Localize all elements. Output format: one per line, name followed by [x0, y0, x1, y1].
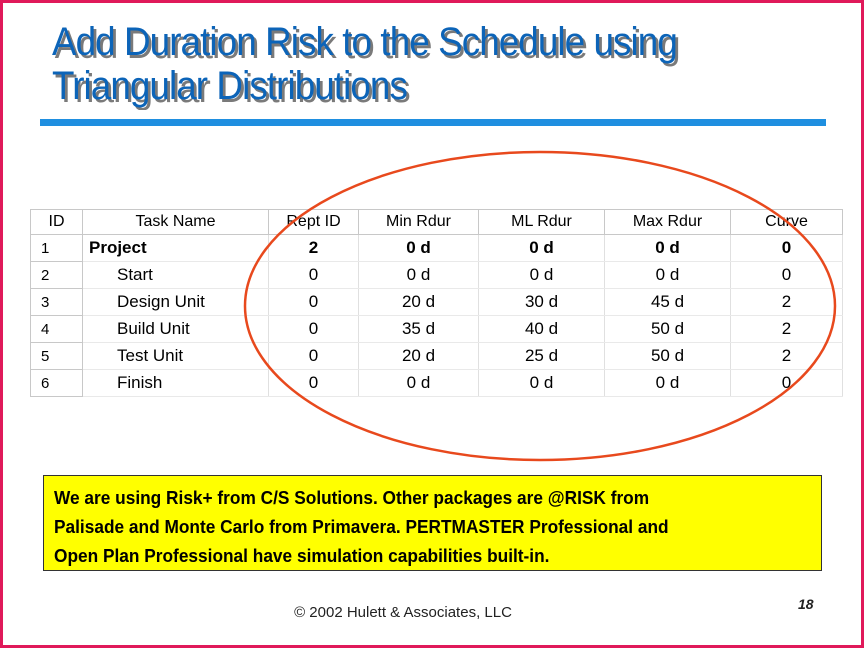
column-header-min-rdur[interactable]: Min Rdur [358, 209, 479, 235]
cell-rept-id: 0 [268, 315, 359, 343]
cell-ml-rdur: 0 d [478, 369, 605, 397]
title-underline [40, 119, 826, 126]
cell-rept-id: 2 [268, 234, 359, 262]
slide-title: Add Duration Risk to the Schedule using … [52, 20, 770, 108]
cell-ml-rdur: 0 d [478, 261, 605, 289]
column-header-ml-rdur[interactable]: ML Rdur [478, 209, 605, 235]
column-header-curve[interactable]: Curve [730, 209, 843, 235]
table-row[interactable]: 1 Project 2 0 d 0 d 0 d 0 [30, 234, 843, 262]
table-header-row: ID Task Name Rept ID Min Rdur ML Rdur Ma… [30, 209, 843, 235]
page-number: 18 [798, 596, 814, 612]
cell-max-rdur: 50 d [604, 315, 731, 343]
cell-task-name: Test Unit [82, 342, 269, 370]
cell-min-rdur: 0 d [358, 261, 479, 289]
cell-task-name: Design Unit [82, 288, 269, 316]
cell-rept-id: 0 [268, 369, 359, 397]
cell-id: 3 [30, 288, 83, 316]
title-line-2: Triangular Distributions [52, 64, 408, 108]
cell-min-rdur: 0 d [358, 369, 479, 397]
cell-max-rdur: 0 d [604, 369, 731, 397]
cell-task-name: Start [82, 261, 269, 289]
title-line-1: Add Duration Risk to the Schedule using [52, 20, 678, 64]
cell-ml-rdur: 25 d [478, 342, 605, 370]
cell-min-rdur: 20 d [358, 342, 479, 370]
cell-task-name: Finish [82, 369, 269, 397]
note-line-3: Open Plan Professional have simulation c… [54, 546, 550, 566]
cell-id: 1 [30, 234, 83, 262]
cell-curve: 2 [730, 342, 843, 370]
table-row[interactable]: 2 Start 0 0 d 0 d 0 d 0 [30, 261, 843, 289]
cell-min-rdur: 35 d [358, 315, 479, 343]
cell-id: 2 [30, 261, 83, 289]
cell-rept-id: 0 [268, 261, 359, 289]
cell-min-rdur: 20 d [358, 288, 479, 316]
note-line-2: Palisade and Monte Carlo from Primavera.… [54, 517, 669, 537]
cell-curve: 0 [730, 261, 843, 289]
cell-curve: 2 [730, 288, 843, 316]
cell-rept-id: 0 [268, 288, 359, 316]
table-row[interactable]: 4 Build Unit 0 35 d 40 d 50 d 2 [30, 315, 843, 343]
cell-task-name: Project [82, 234, 269, 262]
cell-curve: 0 [730, 234, 843, 262]
task-table: ID Task Name Rept ID Min Rdur ML Rdur Ma… [30, 209, 843, 397]
column-header-rept-id[interactable]: Rept ID [268, 209, 359, 235]
cell-max-rdur: 0 d [604, 234, 731, 262]
column-header-max-rdur[interactable]: Max Rdur [604, 209, 731, 235]
cell-rept-id: 0 [268, 342, 359, 370]
cell-ml-rdur: 0 d [478, 234, 605, 262]
cell-id: 5 [30, 342, 83, 370]
cell-task-name: Build Unit [82, 315, 269, 343]
cell-ml-rdur: 40 d [478, 315, 605, 343]
cell-curve: 0 [730, 369, 843, 397]
cell-ml-rdur: 30 d [478, 288, 605, 316]
cell-max-rdur: 50 d [604, 342, 731, 370]
cell-min-rdur: 0 d [358, 234, 479, 262]
note-box: We are using Risk+ from C/S Solutions. O… [43, 475, 822, 571]
column-header-task-name[interactable]: Task Name [82, 209, 269, 235]
table-row[interactable]: 6 Finish 0 0 d 0 d 0 d 0 [30, 369, 843, 397]
cell-id: 6 [30, 369, 83, 397]
cell-id: 4 [30, 315, 83, 343]
copyright-footer: © 2002 Hulett & Associates, LLC [294, 604, 512, 621]
cell-curve: 2 [730, 315, 843, 343]
table-row[interactable]: 5 Test Unit 0 20 d 25 d 50 d 2 [30, 342, 843, 370]
cell-max-rdur: 0 d [604, 261, 731, 289]
note-line-1: We are using Risk+ from C/S Solutions. O… [54, 488, 650, 508]
cell-max-rdur: 45 d [604, 288, 731, 316]
table-row[interactable]: 3 Design Unit 0 20 d 30 d 45 d 2 [30, 288, 843, 316]
column-header-id[interactable]: ID [30, 209, 83, 235]
